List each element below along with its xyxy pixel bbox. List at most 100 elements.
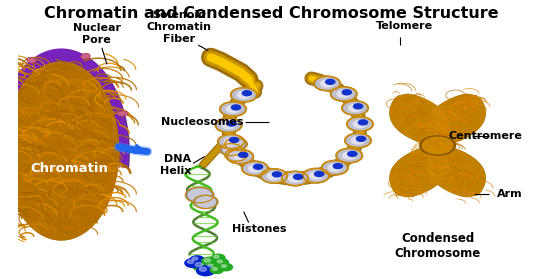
Circle shape bbox=[349, 118, 371, 130]
Circle shape bbox=[229, 150, 251, 163]
Circle shape bbox=[343, 152, 356, 159]
Circle shape bbox=[358, 120, 368, 125]
Circle shape bbox=[225, 138, 247, 150]
Circle shape bbox=[233, 153, 247, 160]
Circle shape bbox=[224, 138, 238, 145]
Circle shape bbox=[192, 257, 198, 260]
Circle shape bbox=[223, 145, 239, 154]
Polygon shape bbox=[389, 94, 449, 145]
Circle shape bbox=[190, 256, 204, 264]
Circle shape bbox=[353, 104, 363, 109]
Circle shape bbox=[210, 266, 223, 273]
Circle shape bbox=[193, 195, 218, 208]
Circle shape bbox=[222, 122, 235, 129]
Circle shape bbox=[316, 77, 338, 90]
Text: Chromatin: Chromatin bbox=[30, 162, 108, 175]
Circle shape bbox=[212, 254, 225, 261]
Circle shape bbox=[215, 259, 229, 266]
Circle shape bbox=[214, 255, 219, 258]
Circle shape bbox=[261, 169, 287, 183]
Ellipse shape bbox=[27, 57, 36, 63]
Circle shape bbox=[349, 104, 362, 112]
Circle shape bbox=[237, 91, 250, 98]
Circle shape bbox=[284, 172, 306, 185]
Polygon shape bbox=[426, 146, 486, 197]
Circle shape bbox=[248, 165, 262, 172]
Circle shape bbox=[216, 118, 242, 133]
Circle shape bbox=[242, 91, 251, 96]
Circle shape bbox=[351, 137, 364, 144]
Circle shape bbox=[232, 89, 255, 101]
Circle shape bbox=[212, 267, 217, 270]
Circle shape bbox=[326, 79, 335, 84]
Circle shape bbox=[199, 267, 206, 271]
Text: Telomere: Telomere bbox=[376, 21, 433, 31]
Circle shape bbox=[206, 263, 219, 270]
Polygon shape bbox=[426, 94, 486, 145]
Circle shape bbox=[310, 172, 323, 179]
Text: Histones: Histones bbox=[231, 224, 286, 234]
Polygon shape bbox=[0, 49, 127, 197]
Circle shape bbox=[303, 169, 329, 183]
Text: DNA
Helix: DNA Helix bbox=[160, 154, 192, 175]
Circle shape bbox=[320, 80, 334, 87]
Circle shape bbox=[238, 152, 248, 157]
Text: Nucleosomes: Nucleosomes bbox=[161, 117, 244, 127]
Circle shape bbox=[220, 102, 246, 116]
Text: Nuclear
Pore: Nuclear Pore bbox=[73, 23, 121, 45]
Circle shape bbox=[332, 88, 355, 100]
Circle shape bbox=[220, 136, 242, 148]
Circle shape bbox=[337, 90, 350, 98]
Circle shape bbox=[267, 172, 281, 180]
Circle shape bbox=[220, 144, 242, 156]
Circle shape bbox=[336, 148, 363, 163]
Circle shape bbox=[282, 171, 308, 186]
Circle shape bbox=[331, 87, 357, 101]
Circle shape bbox=[422, 137, 453, 154]
Circle shape bbox=[222, 103, 244, 115]
Text: Arm: Arm bbox=[496, 189, 522, 199]
Circle shape bbox=[333, 163, 343, 169]
Circle shape bbox=[420, 136, 456, 155]
Circle shape bbox=[231, 105, 241, 110]
Circle shape bbox=[217, 119, 239, 131]
Circle shape bbox=[185, 187, 214, 203]
Circle shape bbox=[195, 263, 203, 266]
Circle shape bbox=[228, 140, 244, 148]
Text: Condensed
Chromosome: Condensed Chromosome bbox=[394, 232, 481, 260]
Circle shape bbox=[263, 170, 285, 182]
Circle shape bbox=[193, 261, 211, 271]
Circle shape bbox=[288, 175, 302, 182]
Circle shape bbox=[342, 90, 351, 95]
Circle shape bbox=[228, 151, 244, 160]
Circle shape bbox=[187, 260, 194, 263]
Polygon shape bbox=[426, 146, 486, 197]
Circle shape bbox=[348, 151, 357, 157]
Circle shape bbox=[321, 161, 348, 175]
Circle shape bbox=[197, 266, 215, 276]
Ellipse shape bbox=[3, 61, 119, 240]
Circle shape bbox=[342, 101, 368, 115]
Circle shape bbox=[347, 117, 373, 131]
Circle shape bbox=[347, 134, 369, 146]
Ellipse shape bbox=[81, 53, 90, 59]
Text: Centromere: Centromere bbox=[449, 131, 522, 141]
Circle shape bbox=[353, 121, 367, 128]
Circle shape bbox=[217, 260, 223, 263]
Circle shape bbox=[196, 197, 216, 207]
Polygon shape bbox=[389, 146, 449, 197]
Circle shape bbox=[227, 121, 236, 126]
Circle shape bbox=[231, 88, 257, 102]
Circle shape bbox=[344, 102, 366, 114]
Ellipse shape bbox=[117, 111, 128, 116]
Circle shape bbox=[305, 170, 327, 182]
Circle shape bbox=[226, 105, 239, 113]
Circle shape bbox=[254, 164, 263, 169]
Circle shape bbox=[185, 259, 201, 268]
Text: Solenoid
Chromatin
Fiber: Solenoid Chromatin Fiber bbox=[147, 10, 212, 44]
Circle shape bbox=[219, 264, 232, 271]
Circle shape bbox=[273, 172, 281, 177]
Circle shape bbox=[345, 133, 371, 148]
Circle shape bbox=[294, 174, 302, 179]
Circle shape bbox=[314, 76, 340, 91]
